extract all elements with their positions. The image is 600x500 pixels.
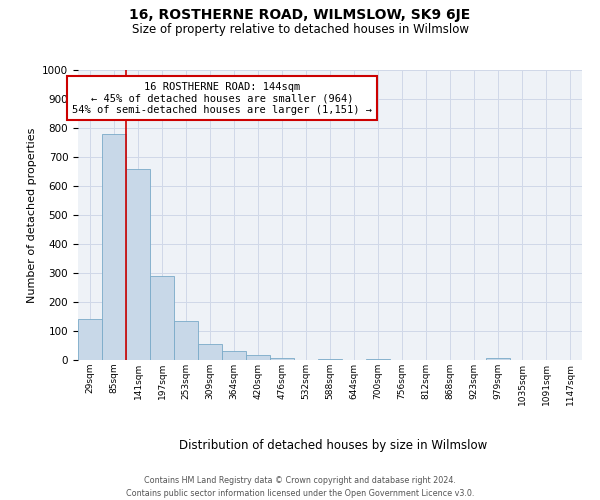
Text: 16, ROSTHERNE ROAD, WILMSLOW, SK9 6JE: 16, ROSTHERNE ROAD, WILMSLOW, SK9 6JE <box>130 8 470 22</box>
Bar <box>102 134 126 360</box>
Bar <box>318 358 342 360</box>
Bar <box>486 358 510 360</box>
Bar <box>174 322 198 360</box>
Y-axis label: Number of detached properties: Number of detached properties <box>26 128 37 302</box>
Bar <box>198 344 222 360</box>
Bar <box>246 355 270 360</box>
Text: Contains HM Land Registry data © Crown copyright and database right 2024.
Contai: Contains HM Land Registry data © Crown c… <box>126 476 474 498</box>
Bar <box>78 320 102 360</box>
Text: 16 ROSTHERNE ROAD: 144sqm
← 45% of detached houses are smaller (964)
54% of semi: 16 ROSTHERNE ROAD: 144sqm ← 45% of detac… <box>72 82 372 115</box>
Text: Size of property relative to detached houses in Wilmslow: Size of property relative to detached ho… <box>131 22 469 36</box>
Bar <box>270 358 294 360</box>
Text: Distribution of detached houses by size in Wilmslow: Distribution of detached houses by size … <box>179 440 487 452</box>
Bar <box>366 359 390 360</box>
Bar <box>150 276 174 360</box>
Bar <box>126 168 150 360</box>
Bar <box>222 350 246 360</box>
